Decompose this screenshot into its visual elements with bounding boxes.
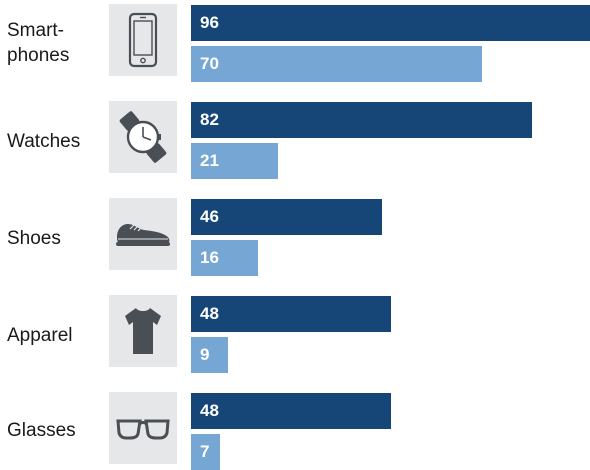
bar-dark: 48 [191,393,391,429]
bar-dark: 46 [191,199,382,235]
category-label-line: Smart- [7,20,64,41]
category-label-line: Watches [7,131,81,152]
bar-light: 16 [191,240,258,276]
glasses-icon [109,392,177,464]
category-label: Apparel [7,323,73,348]
watch-icon [109,101,177,173]
bar-value-label: 7 [200,442,210,461]
bar-value-label: 21 [200,151,219,170]
bar-dark: 96 [191,5,590,41]
bar-light: 7 [191,434,220,470]
bar-value-label: 48 [200,304,219,323]
category-label: Watches [7,129,80,154]
category-label: Glasses [7,418,76,443]
category-label-line: Apparel [7,325,73,346]
bar-light: 9 [191,337,228,373]
bar-value-label: 16 [200,248,219,267]
category-label-line: Glasses [7,420,76,441]
bar-dark: 82 [191,102,532,138]
bar-value-label: 70 [200,54,219,73]
smartphone-icon [109,4,177,76]
bar-value-label: 46 [200,207,219,226]
bar-value-label: 9 [200,345,210,364]
bar-value-label: 48 [200,401,219,420]
category-label-line: phones [7,45,70,66]
category-label-line: Shoes [7,228,61,249]
bar-light: 70 [191,46,482,82]
category-label: Smart-phones [7,18,69,68]
category-label: Shoes [7,226,61,251]
tshirt-icon [109,295,177,367]
shoe-icon [109,198,177,270]
bar-dark: 48 [191,296,391,332]
bar-value-label: 82 [200,110,219,129]
bar-value-label: 96 [200,13,219,32]
bar-light: 21 [191,143,278,179]
